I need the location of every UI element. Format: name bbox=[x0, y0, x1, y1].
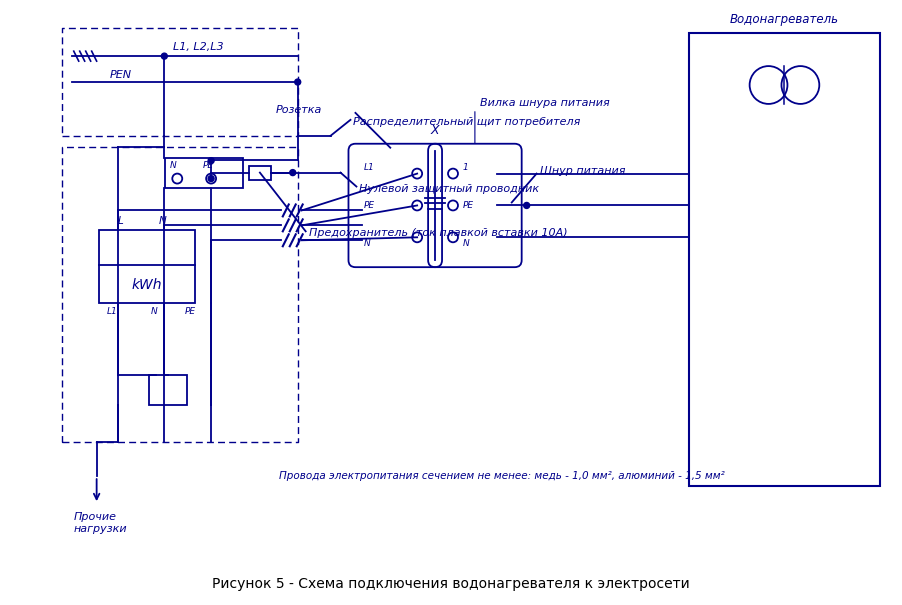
Circle shape bbox=[207, 158, 214, 163]
Text: Предохранитель (ток плавкой вставки 10А): Предохранитель (ток плавкой вставки 10А) bbox=[308, 228, 566, 238]
Text: Рисунок 5 - Схема подключения водонагревателя к электросети: Рисунок 5 - Схема подключения водонагрев… bbox=[212, 577, 689, 590]
Text: Провода электропитания сечением не менее: медь - 1,0 мм², алюминий - 1,5 мм²: Провода электропитания сечением не менее… bbox=[279, 471, 723, 481]
Text: N: N bbox=[151, 307, 157, 316]
Text: PE: PE bbox=[463, 201, 474, 210]
Bar bbox=[98, 231, 195, 303]
Circle shape bbox=[294, 79, 300, 85]
Text: PE: PE bbox=[185, 307, 196, 316]
Text: L1: L1 bbox=[106, 307, 117, 316]
Text: PE: PE bbox=[363, 201, 374, 210]
Text: N: N bbox=[158, 217, 166, 226]
Text: Розетка: Розетка bbox=[275, 105, 322, 115]
Text: kWh: kWh bbox=[132, 278, 162, 292]
Text: N: N bbox=[463, 239, 469, 248]
Text: 1: 1 bbox=[463, 163, 468, 172]
Text: PE: PE bbox=[203, 161, 214, 170]
Circle shape bbox=[161, 53, 167, 59]
Text: X: X bbox=[430, 124, 439, 137]
Text: L1, L2,L3: L1, L2,L3 bbox=[173, 42, 224, 52]
Circle shape bbox=[523, 203, 529, 209]
Bar bbox=[249, 166, 271, 180]
Text: L1: L1 bbox=[363, 163, 373, 172]
Text: Нулевой защитный проводник: Нулевой защитный проводник bbox=[359, 183, 539, 194]
Text: Шнур питания: Шнур питания bbox=[539, 166, 624, 175]
Text: N: N bbox=[363, 239, 370, 248]
Text: Водонагреватель: Водонагреватель bbox=[729, 13, 838, 26]
Bar bbox=[688, 33, 879, 486]
Circle shape bbox=[207, 175, 214, 182]
Text: N: N bbox=[169, 161, 176, 170]
Bar bbox=[165, 158, 243, 188]
Text: Прочие
нагрузки: Прочие нагрузки bbox=[74, 512, 127, 534]
Bar bbox=[149, 374, 187, 405]
Text: L: L bbox=[117, 217, 124, 226]
Text: Вилка шнура питания: Вилка шнура питания bbox=[479, 98, 609, 108]
Text: PEN: PEN bbox=[109, 70, 132, 80]
Circle shape bbox=[290, 169, 295, 175]
Text: Распределительный щит потребителя: Распределительный щит потребителя bbox=[353, 117, 580, 127]
